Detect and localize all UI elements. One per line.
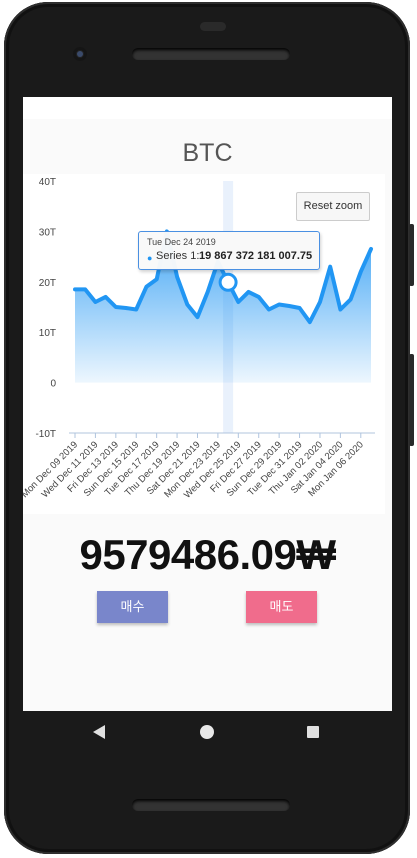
power-button (409, 224, 414, 286)
home-icon[interactable] (200, 725, 214, 739)
chart-tooltip: Tue Dec 24 2019 ● Series 1: 19 867 372 1… (138, 231, 320, 270)
price-chart[interactable]: 40T 30T 20T 10T 0 -10T Mon Dec 09 2019 Wed Dec… (23, 174, 385, 514)
sensor (200, 22, 226, 31)
recent-apps-icon[interactable] (307, 726, 319, 738)
sell-button[interactable]: 매도 (246, 591, 317, 623)
current-price: 9579486.09₩ (79, 531, 336, 578)
y-tick-label: 40T (39, 177, 56, 188)
coin-title: BTC (182, 139, 233, 167)
back-icon[interactable] (93, 725, 105, 739)
tooltip-series-label: Series 1: (156, 250, 200, 262)
highlight-point (218, 272, 238, 292)
reset-zoom-button[interactable]: Reset zoom (296, 192, 370, 221)
y-tick-label: 10T (39, 328, 56, 339)
earpiece-speaker (132, 48, 290, 60)
buy-button[interactable]: 매수 (97, 591, 168, 623)
tooltip-date: Tue Dec 24 2019 (147, 237, 216, 247)
bottom-speaker (132, 799, 290, 811)
android-nav-bar (23, 711, 392, 753)
tooltip-value: 19 867 372 181 007.75 (199, 250, 313, 262)
series-dot-icon: ● (147, 253, 153, 263)
series-line (73, 229, 373, 325)
y-tick-label: -10T (35, 429, 56, 440)
y-tick-label: 30T (39, 227, 56, 238)
volume-button (409, 354, 414, 446)
front-camera-icon (73, 47, 87, 61)
y-tick-label: 0 (50, 379, 56, 390)
screen: BTC 40T 30T 20T 10T 0 -10T Mon Dec 09 2019 Wed… (23, 97, 392, 711)
series-area (75, 231, 371, 383)
app-content: BTC 40T 30T 20T 10T 0 -10T Mon Dec 09 2019 Wed… (23, 119, 392, 711)
y-tick-label: 20T (39, 278, 56, 289)
